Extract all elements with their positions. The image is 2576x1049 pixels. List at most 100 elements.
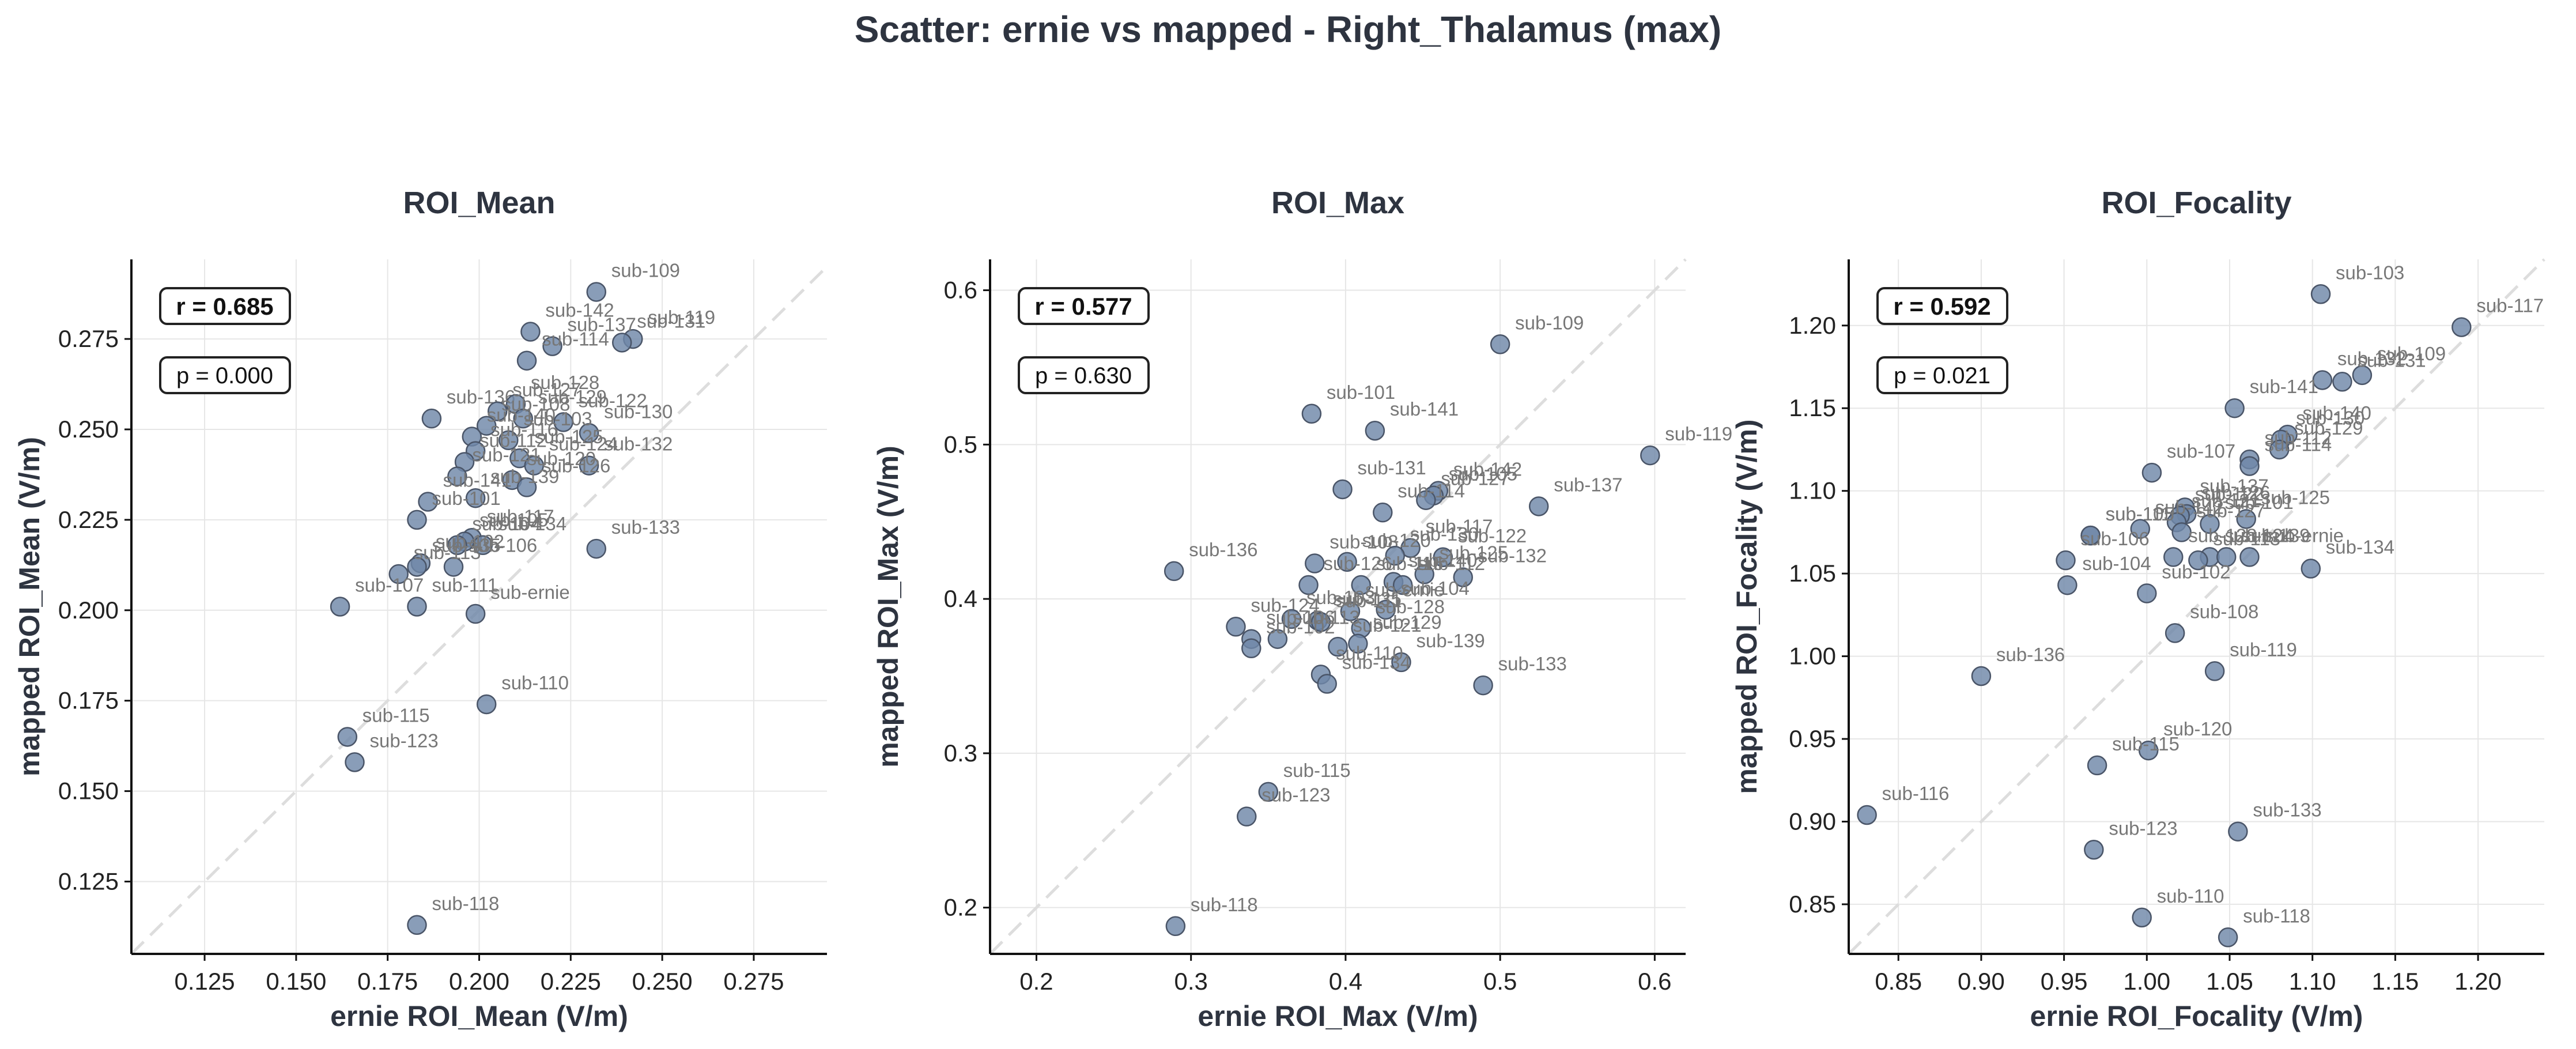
point-label: sub-135 [432, 534, 501, 556]
panel-title: ROI_Max [1271, 186, 1404, 220]
point-label: sub-120 [2163, 718, 2232, 739]
point-label: sub-139 [490, 466, 559, 487]
point-label: sub-140 [2303, 402, 2371, 424]
point-label: sub-108 [2190, 601, 2258, 622]
point-label: sub-142 [545, 300, 614, 321]
data-point [1414, 564, 1434, 584]
point-label: sub-132 [2337, 348, 2406, 369]
point-label: sub-106 [1266, 607, 1335, 628]
point-label: sub-122 [579, 390, 647, 411]
point-label: sub-127 [2197, 500, 2265, 521]
data-point [2132, 907, 2152, 928]
data-point [1164, 561, 1184, 582]
point-label: sub-121 [1353, 614, 1422, 636]
x-tick-label: 0.90 [1958, 968, 2005, 995]
correlation-box: r = 0.577 [1018, 287, 1150, 325]
data-point [473, 535, 493, 556]
data-point [1332, 479, 1353, 500]
point-label: sub-109 [2377, 343, 2446, 364]
x-tick-label: 0.4 [1329, 968, 1362, 995]
y-tick-label: 0.275 [58, 325, 119, 352]
x-tick-label: 1.05 [2206, 968, 2253, 995]
point-label: sub-101 [432, 488, 501, 509]
data-point [1433, 547, 1453, 568]
point-label: sub-129 [2294, 417, 2363, 439]
data-point [407, 510, 427, 530]
data-point [1640, 445, 1660, 466]
point-label: sub-107 [2167, 440, 2235, 462]
correlation-box-frame [1876, 287, 2008, 325]
point-label: sub-101 [2224, 492, 2293, 513]
y-tick-label: 0.250 [58, 416, 119, 443]
data-point [2087, 755, 2107, 776]
point-label: sub-111 [1336, 590, 1402, 611]
point-label: sub-112 [1418, 553, 1485, 574]
correlation-box-frame [1018, 287, 1150, 325]
data-point [2312, 370, 2333, 390]
y-axis-label: mapped ROI_Max (V/m) [872, 446, 904, 767]
point-label: sub-116 [1882, 783, 1950, 804]
point-label: sub-116 [490, 419, 558, 440]
point-label: sub-102 [2162, 561, 2230, 583]
point-label: sub-ernie [1365, 579, 1445, 601]
data-point [1226, 617, 1246, 637]
data-point [579, 423, 599, 443]
data-point [2130, 519, 2151, 539]
point-label: sub-136 [1189, 539, 1257, 560]
point-label: sub-110 [1336, 642, 1403, 663]
y-tick-label: 0.200 [58, 597, 119, 624]
point-label: sub-134 [2326, 537, 2394, 558]
point-label: sub-103 [2336, 262, 2404, 283]
point-label: sub-129 [1373, 612, 1441, 633]
data-point [2188, 550, 2208, 571]
point-label: sub-102 [436, 531, 504, 552]
point-label: sub-123 [370, 730, 439, 751]
point-label: sub-103 [523, 408, 592, 429]
data-point [2224, 398, 2245, 418]
x-tick-label: 0.275 [723, 968, 784, 995]
correlation-value: r = 0.592 [1893, 293, 1990, 320]
point-label: sub-115 [362, 704, 430, 726]
point-label: sub-114 [1397, 480, 1465, 501]
data-point [2204, 661, 2225, 681]
data-point [1340, 601, 1361, 621]
point-label: sub-131 [2357, 349, 2426, 371]
point-label: sub-124 [549, 433, 618, 455]
x-tick-label: 0.125 [174, 968, 235, 995]
point-label: sub-120 [527, 448, 596, 469]
point-label: sub-141 [2250, 376, 2318, 397]
data-point [418, 492, 438, 512]
data-point [553, 412, 573, 432]
point-label: sub-128 [531, 372, 599, 393]
point-label: sub-ernie [2264, 524, 2344, 546]
point-label: sub-118 [2243, 905, 2310, 926]
point-label: sub-127 [1441, 468, 1509, 489]
data-point [1385, 545, 1405, 566]
point-label: sub-130 [604, 401, 673, 422]
point-label: sub-104 [2082, 553, 2151, 574]
point-label: sub-133 [2253, 799, 2321, 821]
point-label: sub-139 [2241, 524, 2310, 546]
point-label: sub-136 [1996, 644, 2065, 665]
point-label: sub-110 [2157, 885, 2224, 907]
point-label: sub-106 [469, 534, 537, 556]
figure-title: Scatter: ernie vs mapped - Right_Thalamu… [854, 9, 1722, 50]
y-tick-label: 0.5 [944, 431, 977, 458]
point-label: sub-117 [2476, 295, 2544, 316]
point-label: sub-135 [1333, 588, 1402, 610]
data-point [1453, 567, 1474, 587]
identity-line [1848, 258, 2545, 955]
point-label: sub-124 [2224, 524, 2293, 546]
data-point [2200, 514, 2220, 534]
data-point [1305, 553, 1325, 573]
point-label: sub-110 [501, 672, 569, 693]
data-point [1351, 575, 1371, 595]
data-point [513, 408, 533, 429]
data-point [2141, 462, 2162, 483]
point-label: sub-129 [538, 386, 607, 407]
data-point [447, 535, 467, 556]
y-tick-label: 1.20 [1789, 312, 1836, 339]
data-point [2228, 821, 2248, 842]
data-point [2171, 522, 2192, 542]
data-point [1392, 575, 1413, 595]
